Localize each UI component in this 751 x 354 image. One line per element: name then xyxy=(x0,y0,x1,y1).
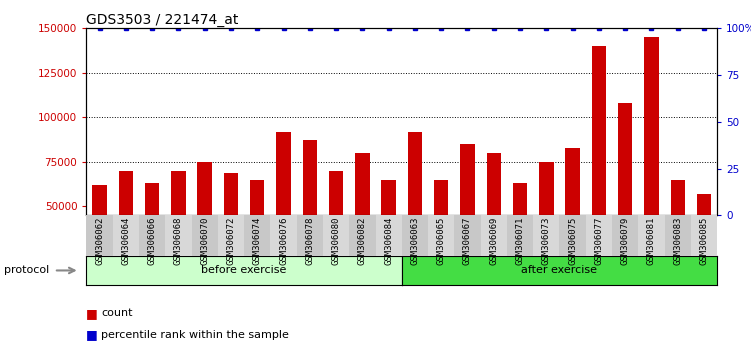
Bar xyxy=(198,162,212,295)
Text: count: count xyxy=(101,308,133,318)
Text: GSM306065: GSM306065 xyxy=(437,217,445,265)
Bar xyxy=(697,194,711,295)
Text: GSM306076: GSM306076 xyxy=(279,217,288,265)
Text: before exercise: before exercise xyxy=(201,266,287,275)
Bar xyxy=(644,37,659,295)
Text: GSM306077: GSM306077 xyxy=(595,217,603,265)
Bar xyxy=(224,172,238,295)
Text: GSM306070: GSM306070 xyxy=(201,217,209,265)
Bar xyxy=(303,141,317,295)
Text: GSM306072: GSM306072 xyxy=(227,217,235,265)
Bar xyxy=(671,179,685,295)
Text: GSM306062: GSM306062 xyxy=(95,217,104,265)
Text: protocol: protocol xyxy=(4,266,49,275)
Text: ■: ■ xyxy=(86,307,98,320)
Text: GSM306078: GSM306078 xyxy=(306,217,314,265)
Text: GSM306074: GSM306074 xyxy=(253,217,261,265)
Bar xyxy=(618,103,632,295)
Bar xyxy=(92,185,107,295)
Bar xyxy=(171,171,185,295)
Text: GSM306085: GSM306085 xyxy=(700,217,708,265)
Bar xyxy=(145,183,159,295)
Bar xyxy=(276,132,291,295)
Text: GSM306083: GSM306083 xyxy=(674,217,682,265)
Bar xyxy=(434,179,448,295)
Text: after exercise: after exercise xyxy=(521,266,598,275)
Bar xyxy=(460,144,475,295)
Text: GSM306081: GSM306081 xyxy=(647,217,656,265)
Text: GSM306073: GSM306073 xyxy=(542,217,550,265)
Bar xyxy=(513,183,527,295)
Bar xyxy=(408,132,422,295)
Text: GSM306082: GSM306082 xyxy=(358,217,366,265)
Text: GSM306067: GSM306067 xyxy=(463,217,472,265)
Bar xyxy=(566,148,580,295)
Bar xyxy=(487,153,501,295)
Bar xyxy=(119,171,133,295)
Text: GSM306069: GSM306069 xyxy=(490,217,498,265)
Text: GSM306084: GSM306084 xyxy=(385,217,393,265)
Text: GSM306066: GSM306066 xyxy=(148,217,156,265)
Text: GSM306064: GSM306064 xyxy=(122,217,130,265)
Bar xyxy=(250,179,264,295)
Bar xyxy=(382,179,396,295)
Bar xyxy=(539,162,553,295)
Text: GSM306071: GSM306071 xyxy=(516,217,524,265)
Bar xyxy=(355,153,369,295)
Bar xyxy=(592,46,606,295)
Text: GSM306068: GSM306068 xyxy=(174,217,182,265)
Text: GDS3503 / 221474_at: GDS3503 / 221474_at xyxy=(86,13,239,27)
Bar xyxy=(329,171,343,295)
Text: GSM306075: GSM306075 xyxy=(569,217,577,265)
Text: GSM306063: GSM306063 xyxy=(411,217,419,265)
Text: GSM306079: GSM306079 xyxy=(621,217,629,265)
Text: ■: ■ xyxy=(86,328,98,341)
Text: percentile rank within the sample: percentile rank within the sample xyxy=(101,330,289,339)
Text: GSM306080: GSM306080 xyxy=(332,217,340,265)
